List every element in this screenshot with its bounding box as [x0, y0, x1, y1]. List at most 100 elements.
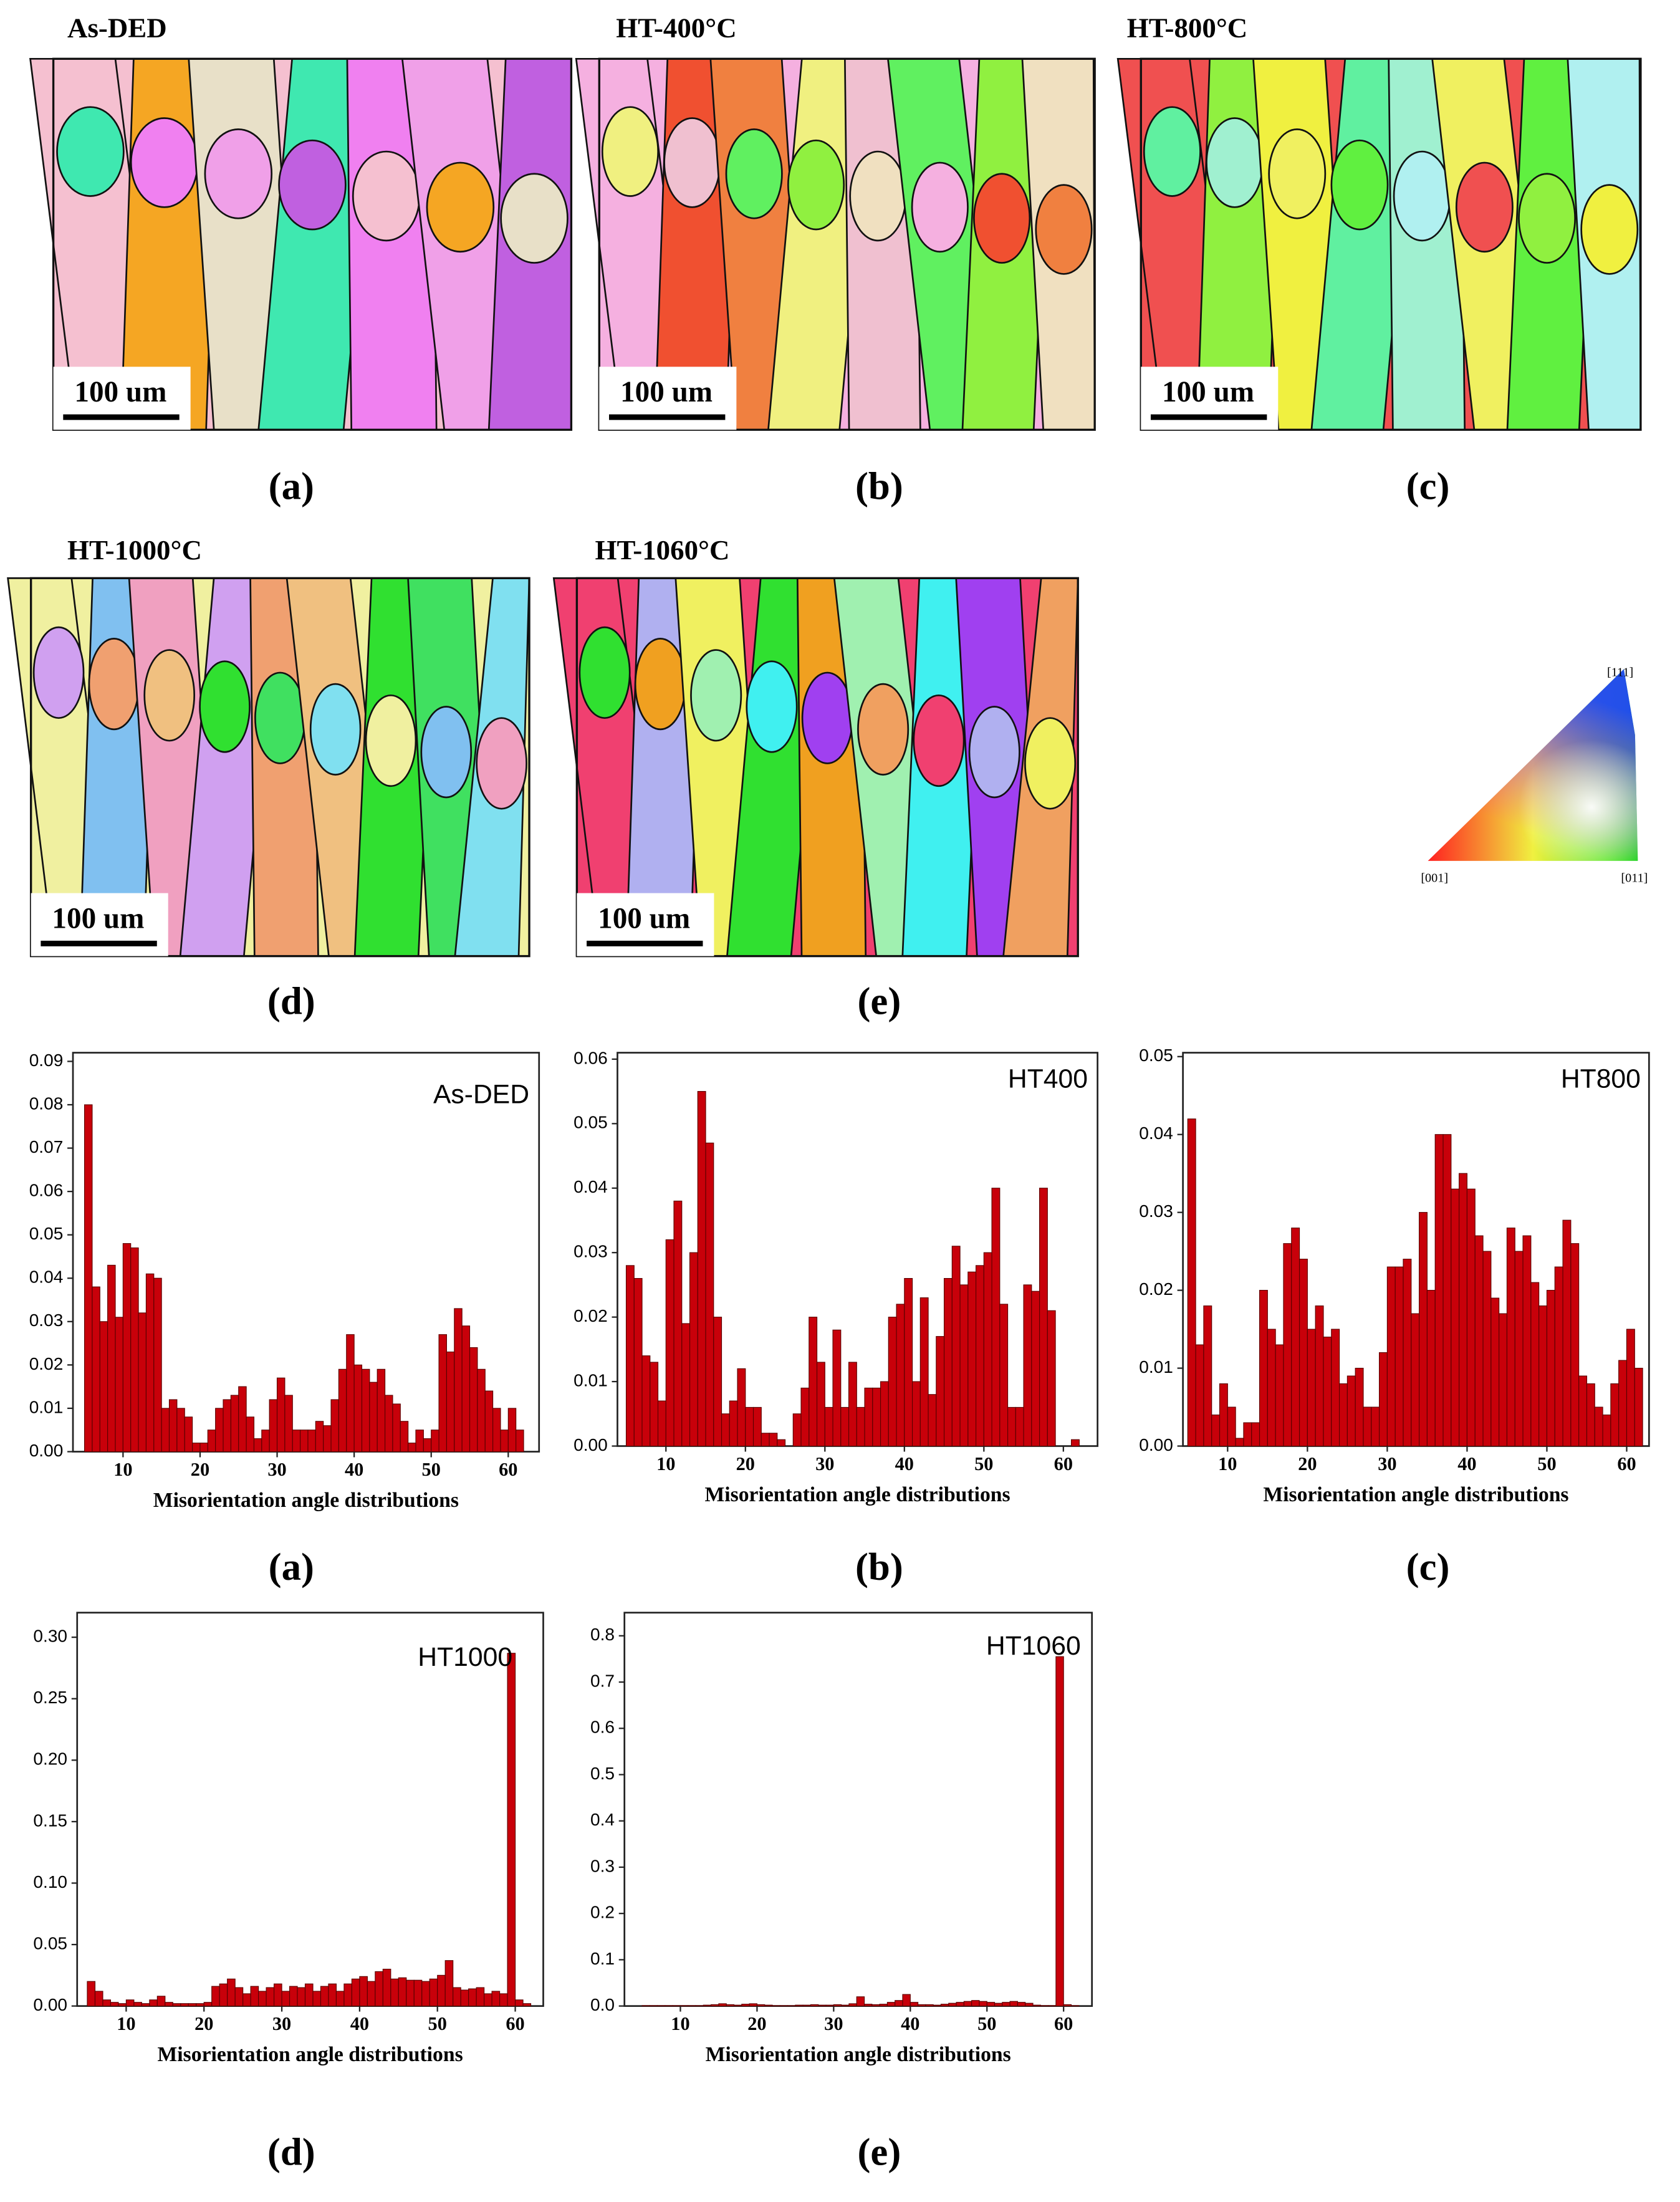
- y-tick-label: 0.09: [29, 1051, 64, 1070]
- bar: [258, 1991, 267, 2007]
- bar: [948, 2002, 957, 2007]
- map-frame: [29, 577, 530, 958]
- bar: [238, 1386, 247, 1453]
- bar: [246, 1416, 255, 1453]
- x-tick-label: 10: [656, 1453, 675, 1474]
- bar: [454, 1308, 463, 1453]
- y-tick-label: 0.05: [1139, 1046, 1173, 1065]
- bar: [297, 1987, 306, 2007]
- bar: [1211, 1414, 1221, 1447]
- panel-label: (d): [267, 979, 315, 1023]
- x-tick-label: 10: [117, 2013, 135, 2034]
- scale-bar: [1150, 414, 1267, 420]
- y-tick-label: 0.04: [1139, 1123, 1173, 1143]
- ebsd-map: 100 um: [552, 577, 1079, 958]
- bar: [713, 1317, 722, 1447]
- x-tick-label: 40: [895, 1453, 914, 1474]
- bar: [1195, 1344, 1204, 1447]
- x-tick-label: 20: [747, 2013, 766, 2034]
- scale-bar: [41, 940, 157, 946]
- bar: [1506, 1228, 1515, 1447]
- bar: [385, 1395, 393, 1453]
- bar: [933, 2004, 942, 2007]
- bar: [856, 1406, 865, 1447]
- bar: [328, 1983, 337, 2007]
- x-tick-label: 60: [506, 2013, 524, 2034]
- bar: [1047, 1310, 1056, 1447]
- x-tick-label: 60: [1054, 2013, 1073, 2034]
- y-tick-label: 0.15: [33, 1810, 67, 1830]
- y-tick-label: 0.0: [590, 1995, 615, 2014]
- panel-label: (e): [857, 2130, 901, 2173]
- bar: [274, 1983, 282, 2007]
- y-tick-label: 0.05: [29, 1224, 64, 1243]
- bar: [983, 1252, 992, 1447]
- bar: [703, 2004, 712, 2007]
- bar: [289, 1986, 298, 2007]
- grain: [476, 717, 527, 810]
- grain: [32, 626, 85, 719]
- grain: [1455, 161, 1514, 253]
- bar: [1355, 1367, 1364, 1447]
- grain: [857, 683, 910, 776]
- grain: [1580, 184, 1639, 275]
- bar: [1315, 1305, 1324, 1447]
- bar: [1474, 1235, 1484, 1447]
- y-tick-label: 0.03: [1139, 1201, 1173, 1221]
- y-tick-label: 0.02: [574, 1306, 608, 1325]
- x-tick-label: 50: [428, 2013, 447, 2034]
- bar: [1032, 2004, 1041, 2007]
- bar: [367, 1981, 376, 2007]
- bar: [911, 1381, 921, 1447]
- bar: [338, 1368, 347, 1453]
- bar: [1023, 1284, 1032, 1447]
- scale-bar-label: 100 um: [598, 902, 690, 935]
- panel-label: (d): [267, 2130, 315, 2173]
- y-tick-label: 0.05: [33, 1933, 67, 1953]
- y-tick-label: 0.01: [574, 1370, 608, 1390]
- grain: [801, 671, 853, 764]
- bar: [1235, 1438, 1244, 1447]
- grain: [278, 139, 347, 231]
- bar: [353, 1364, 363, 1453]
- bar: [516, 1430, 524, 1453]
- bar: [1007, 1406, 1016, 1447]
- bar: [500, 1430, 509, 1453]
- bar: [737, 1368, 746, 1447]
- bar: [769, 1433, 778, 1447]
- bar: [1514, 1251, 1524, 1447]
- x-tick-label: 20: [736, 1453, 755, 1474]
- y-tick-label: 0.00: [33, 1995, 67, 2014]
- bar: [415, 1430, 424, 1453]
- bar: [1419, 1212, 1428, 1447]
- bar: [918, 2004, 926, 2007]
- bar: [1346, 1375, 1356, 1447]
- grain: [663, 117, 721, 208]
- bar: [292, 1430, 301, 1453]
- bar: [300, 1430, 309, 1453]
- bar: [1363, 1406, 1372, 1447]
- bar: [1219, 1383, 1228, 1447]
- y-tick-label: 0.07: [29, 1137, 64, 1156]
- bar: [307, 1430, 316, 1453]
- scale-bar-label: 100 um: [52, 902, 144, 935]
- bar: [816, 1362, 825, 1447]
- map-frame: [598, 57, 1096, 431]
- bar: [84, 1104, 93, 1453]
- x-tick-label: 30: [815, 1453, 834, 1474]
- bar: [176, 1408, 185, 1453]
- grain: [968, 706, 1020, 799]
- bar: [1298, 1259, 1308, 1447]
- y-tick-label: 0.06: [29, 1181, 64, 1200]
- map-title: HT-400°C: [616, 12, 736, 44]
- bar: [477, 1368, 486, 1453]
- bar: [1434, 1134, 1444, 1447]
- bar: [269, 1399, 278, 1453]
- bar: [335, 1991, 345, 2007]
- bar: [971, 2000, 980, 2007]
- bar: [1291, 1228, 1300, 1447]
- bar: [227, 1978, 236, 2007]
- panel-label: (e): [857, 979, 901, 1023]
- bar: [1451, 1188, 1460, 1447]
- bar: [361, 1368, 370, 1453]
